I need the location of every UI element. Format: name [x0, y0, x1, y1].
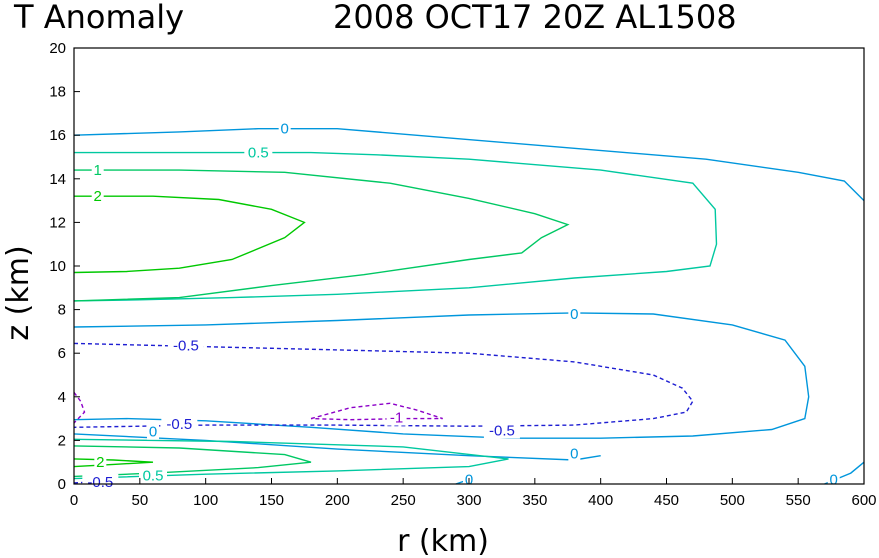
y-tick-label-20: 20 — [49, 40, 66, 57]
x-tick-label-350: 350 — [522, 492, 547, 509]
contour-label-8-2: -0.5 — [489, 423, 515, 440]
x-tick-label-100: 100 — [193, 492, 218, 509]
contour-label-bg-8-1 — [161, 416, 198, 433]
y-tick-label-10: 10 — [49, 258, 66, 275]
x-axis-ticks: 0 50 100 150 200 250 300 350 400 450 500 550 600 — [70, 478, 877, 509]
contour-label-bg-4-0 — [568, 305, 581, 322]
contour-label-8-0: -0.5 — [173, 338, 199, 355]
contour-label-bg-1-0 — [244, 144, 273, 161]
y-axis-ticks: 0 2 4 6 8 10 12 14 16 18 20 — [49, 40, 80, 493]
contour-label-bg-4-2 — [147, 423, 159, 440]
x-tick-label-0: 0 — [70, 492, 78, 509]
y-tick-label-2: 2 — [58, 432, 66, 449]
contour-label-bg-13-0 — [139, 467, 167, 484]
contour-label-bg-2-0 — [91, 162, 104, 179]
y-tick-label-8: 8 — [58, 302, 66, 319]
chart-title: T Anomaly — [13, 0, 184, 36]
x-tick-label-200: 200 — [325, 492, 350, 509]
contour-line-8 — [73, 342, 694, 428]
y-tick-label-0: 0 — [58, 476, 66, 493]
contour-label-bg-8-2 — [483, 422, 520, 439]
contour-label-0-0: 0 — [280, 121, 288, 138]
contour-line-1 — [73, 151, 718, 302]
contour-line-0 — [73, 127, 865, 202]
contour-label-11-0: 2 — [96, 454, 104, 471]
y-axis-label: z (km) — [1, 245, 36, 340]
x-tick-label-600: 600 — [851, 492, 876, 509]
y-tick-label-12: 12 — [49, 214, 66, 231]
contour-label-4-0: 0 — [570, 306, 578, 323]
chart-subtitle: 2008 OCT17 20Z AL1508 — [333, 0, 737, 36]
x-tick-label-150: 150 — [259, 492, 284, 509]
contour-label-2-0: 1 — [94, 162, 102, 179]
contour-label-bg-14-0 — [82, 473, 119, 490]
y-tick-label-6: 6 — [58, 345, 66, 362]
contour-label-bg-9-0 — [386, 409, 407, 426]
contour-label-6-0: 0 — [830, 472, 838, 489]
contour-label-14-0: -0.5 — [87, 474, 113, 491]
x-tick-label-450: 450 — [654, 492, 679, 509]
contour-label-bg-11-0 — [94, 454, 107, 471]
contour-line-4 — [73, 312, 810, 439]
y-tick-label-16: 16 — [49, 127, 66, 144]
x-tick-label-250: 250 — [391, 492, 416, 509]
contour-label-13-0: 0.5 — [143, 467, 164, 484]
x-tick-label-550: 550 — [786, 492, 811, 509]
contour-label-bg-0-0 — [278, 120, 291, 137]
contour-line-2 — [73, 169, 570, 302]
contour-label-bg-4-1 — [568, 445, 581, 462]
contour-line-10 — [73, 391, 86, 424]
contour-label-bg-8-0 — [167, 337, 204, 354]
contour-label-3-0: 2 — [94, 188, 102, 205]
x-tick-label-300: 300 — [456, 492, 481, 509]
y-tick-label-14: 14 — [49, 171, 66, 188]
y-tick-label-4: 4 — [58, 389, 66, 406]
x-axis-label: r (km) — [397, 524, 489, 558]
contour-label-bg-3-0 — [91, 188, 104, 205]
contour-label-1-0: 0.5 — [248, 145, 269, 162]
contour-line-9 — [310, 402, 443, 421]
contour-label-4-1: 0 — [570, 445, 578, 462]
x-tick-label-50: 50 — [131, 492, 148, 509]
x-tick-label-500: 500 — [720, 492, 745, 509]
contour-label-4-2: 0 — [149, 424, 157, 441]
x-tick-label-400: 400 — [588, 492, 613, 509]
contour-line-3 — [73, 195, 306, 274]
contour-line-13 — [73, 438, 509, 480]
y-tick-label-18: 18 — [49, 84, 66, 101]
contour-label-9-0: -1 — [390, 410, 403, 427]
contour-label-8-1: -0.5 — [166, 416, 192, 433]
